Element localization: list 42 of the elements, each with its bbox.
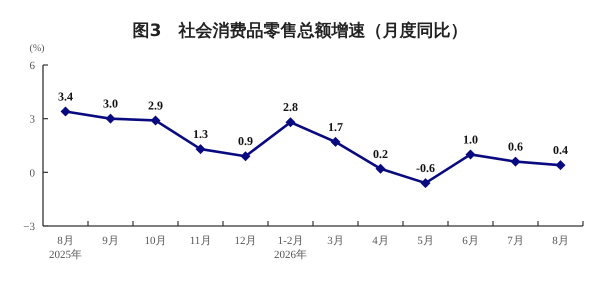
x-tick-label: 6月 — [462, 235, 479, 247]
data-label: 2.8 — [283, 100, 298, 114]
data-label: -0.6 — [416, 161, 435, 176]
point — [150, 115, 160, 126]
y-axis-title: (%) — [30, 43, 44, 54]
data-label: 2.9 — [148, 98, 163, 112]
y-tick-label: −3 — [23, 221, 36, 233]
data-label: 3.0 — [103, 96, 118, 111]
point — [420, 178, 430, 188]
x-tick-label: 4月 — [372, 235, 389, 247]
y-tick-label: 6 — [30, 60, 36, 72]
point — [240, 151, 250, 162]
x-tick-label: 11月 — [190, 235, 212, 247]
point — [106, 114, 116, 124]
x-tick-label: 7月 — [507, 235, 524, 247]
x-tick-label: 8月 2025年 — [49, 235, 82, 261]
data-label: 1.7 — [328, 120, 343, 134]
x-tick-label: 5月 — [417, 235, 434, 247]
point — [466, 149, 476, 160]
x-tick-label: 8月 — [552, 235, 569, 247]
data-label: 0.4 — [553, 143, 568, 158]
chart-title: 图3 社会消费品零售总额增速（月度同比） — [132, 21, 468, 41]
point — [556, 160, 566, 170]
point — [286, 117, 296, 128]
data-label: 0.9 — [238, 134, 253, 148]
point — [376, 164, 386, 174]
x-tick-label: 3月 — [327, 235, 344, 247]
data-label: 3.4 — [58, 90, 73, 104]
point — [60, 106, 70, 117]
data-label: 0.6 — [508, 140, 523, 154]
data-label: 1.0 — [463, 132, 478, 146]
data-label: 0.2 — [373, 146, 388, 161]
x-tick-label: 1-2月 2026年 — [274, 235, 307, 261]
point — [196, 144, 206, 154]
x-tick-label: 12月 — [234, 235, 256, 247]
y-tick-label: 3 — [30, 114, 36, 126]
data-label: 1.3 — [193, 127, 208, 142]
x-tick-label: 10月 — [144, 235, 166, 247]
point — [330, 136, 340, 147]
point — [510, 156, 520, 167]
y-tick-label: 0 — [30, 167, 36, 180]
x-tick-label: 9月 — [102, 235, 119, 247]
